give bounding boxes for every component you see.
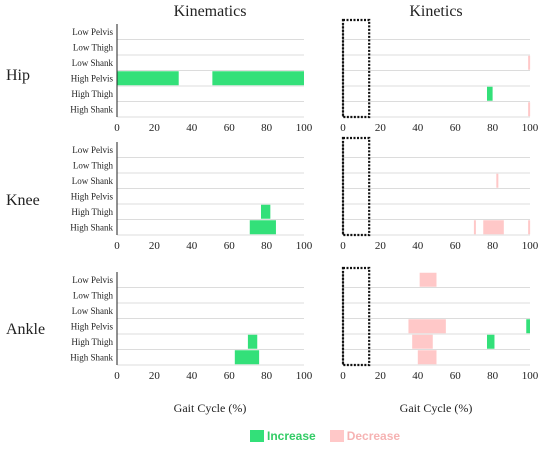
row-label-hip: Hip	[6, 67, 30, 84]
row-label-ankle: Ankle	[6, 321, 45, 338]
x-tick-label: 60	[224, 370, 236, 382]
interval-bar-increase	[249, 220, 276, 235]
x-tick-label: 20	[375, 370, 387, 382]
excluded-region-box	[341, 266, 371, 367]
x-axis-label-kinetics: Gait Cycle (%)	[400, 401, 473, 415]
category-tick-label: Low Thigh	[73, 160, 114, 170]
x-tick-label: 20	[149, 240, 161, 252]
column-title-kinetics: Kinetics	[409, 3, 462, 20]
category-tick-label: Low Shank	[72, 306, 114, 316]
interval-bar-increase	[526, 319, 530, 334]
category-tick-label: High Pelvis	[71, 73, 114, 83]
panel-hip-kinematics: Low Pelvis Low Thigh Low Shank High Pelvis H…	[70, 24, 313, 134]
category-tick-label: High Pelvis	[71, 321, 114, 331]
category-tick-label: High Shank	[70, 104, 113, 114]
interval-bar-increase	[260, 204, 271, 219]
x-tick-label: 80	[261, 122, 273, 134]
legend-label-increase: Increase	[267, 429, 316, 443]
x-tick-label: 0	[114, 370, 120, 382]
interval-bar-decrease	[417, 350, 437, 365]
chart-panels: Low Pelvis Low Thigh Low Shank High Pelvis H…	[70, 18, 539, 382]
category-tick-label: High Thigh	[71, 207, 113, 217]
x-tick-label: 0	[340, 240, 346, 252]
interval-bar-increase	[117, 71, 179, 86]
panel-ankle-kinetics: 0 20 40 60 80 100	[340, 266, 539, 382]
x-tick-label: 100	[522, 240, 539, 252]
legend-swatch-increase	[250, 430, 264, 442]
x-tick-label: 100	[522, 122, 539, 134]
category-tick-label: Low Shank	[72, 176, 114, 186]
x-tick-label: 20	[149, 370, 161, 382]
x-tick-label: 0	[340, 122, 346, 134]
category-tick-label: High Shank	[70, 352, 113, 362]
category-tick-label: High Pelvis	[71, 191, 114, 201]
category-tick-label: Low Pelvis	[72, 27, 113, 37]
x-tick-label: 80	[487, 240, 499, 252]
x-tick-label: 40	[186, 122, 198, 134]
interval-bar-increase	[486, 86, 493, 101]
category-tick-label: High Shank	[70, 222, 113, 232]
interval-bar-decrease	[473, 220, 476, 235]
category-tick-label: Low Pelvis	[72, 145, 113, 155]
interval-bar-decrease	[528, 102, 531, 117]
x-tick-label: 100	[296, 370, 313, 382]
panel-hip-kinetics: 0 20 40 60 80 100	[340, 18, 539, 134]
interval-bar-increase	[486, 334, 495, 349]
legend-label-decrease: Decrease	[346, 429, 401, 443]
x-tick-label: 60	[450, 370, 462, 382]
x-tick-label: 60	[450, 122, 462, 134]
x-tick-label: 80	[261, 240, 273, 252]
x-tick-label: 20	[375, 240, 387, 252]
legend-swatch-decrease	[329, 430, 344, 442]
x-axis-label-kinematics: Gait Cycle (%)	[174, 401, 247, 415]
x-tick-label: 0	[114, 122, 120, 134]
category-tick-label: Low Pelvis	[72, 275, 113, 285]
x-tick-label: 40	[412, 122, 424, 134]
interval-bar-decrease	[419, 272, 437, 287]
interval-bar-decrease	[408, 319, 446, 334]
x-tick-label: 40	[186, 240, 198, 252]
x-tick-label: 80	[487, 370, 499, 382]
panel-knee-kinematics: Low Pelvis Low Thigh Low Shank High Pelvis H…	[70, 142, 313, 252]
legend-item-decrease: Decrease	[329, 429, 401, 443]
interval-bar-increase	[247, 334, 258, 349]
interval-bar-decrease	[496, 173, 499, 188]
x-tick-label: 80	[261, 370, 273, 382]
interval-bar-decrease	[483, 220, 504, 235]
x-tick-label: 60	[224, 240, 236, 252]
x-tick-label: 40	[412, 370, 424, 382]
x-tick-label: 0	[340, 370, 346, 382]
category-tick-label: Low Thigh	[73, 42, 114, 52]
panel-knee-kinetics: 0 20 40 60 80 100	[340, 136, 539, 252]
interval-bar-increase	[212, 71, 304, 86]
panel-ankle-kinematics: Low Pelvis Low Thigh Low Shank High Pelvis H…	[70, 272, 313, 382]
interval-bar-decrease	[412, 334, 433, 349]
x-tick-label: 60	[450, 240, 462, 252]
category-tick-label: High Thigh	[71, 337, 113, 347]
x-tick-label: 60	[224, 122, 236, 134]
category-tick-label: Low Shank	[72, 58, 114, 68]
legend-item-increase: Increase	[250, 429, 316, 443]
excluded-region-box	[341, 136, 371, 237]
row-label-knee: Knee	[6, 192, 40, 209]
interval-bar-increase	[234, 350, 260, 365]
column-title-kinematics: Kinematics	[174, 3, 247, 20]
x-tick-label: 20	[149, 122, 161, 134]
legend: Increase Decrease	[250, 428, 414, 444]
interval-bar-decrease	[528, 55, 531, 70]
excluded-region-box	[341, 18, 371, 119]
x-tick-label: 100	[296, 122, 313, 134]
x-tick-label: 40	[412, 240, 424, 252]
x-tick-label: 80	[487, 122, 499, 134]
x-tick-label: 100	[522, 370, 539, 382]
category-tick-label: High Thigh	[71, 89, 113, 99]
category-tick-label: Low Thigh	[73, 290, 114, 300]
interval-bar-decrease	[528, 220, 531, 235]
x-tick-label: 100	[296, 240, 313, 252]
x-tick-label: 0	[114, 240, 120, 252]
x-tick-label: 40	[186, 370, 198, 382]
x-tick-label: 20	[375, 122, 387, 134]
